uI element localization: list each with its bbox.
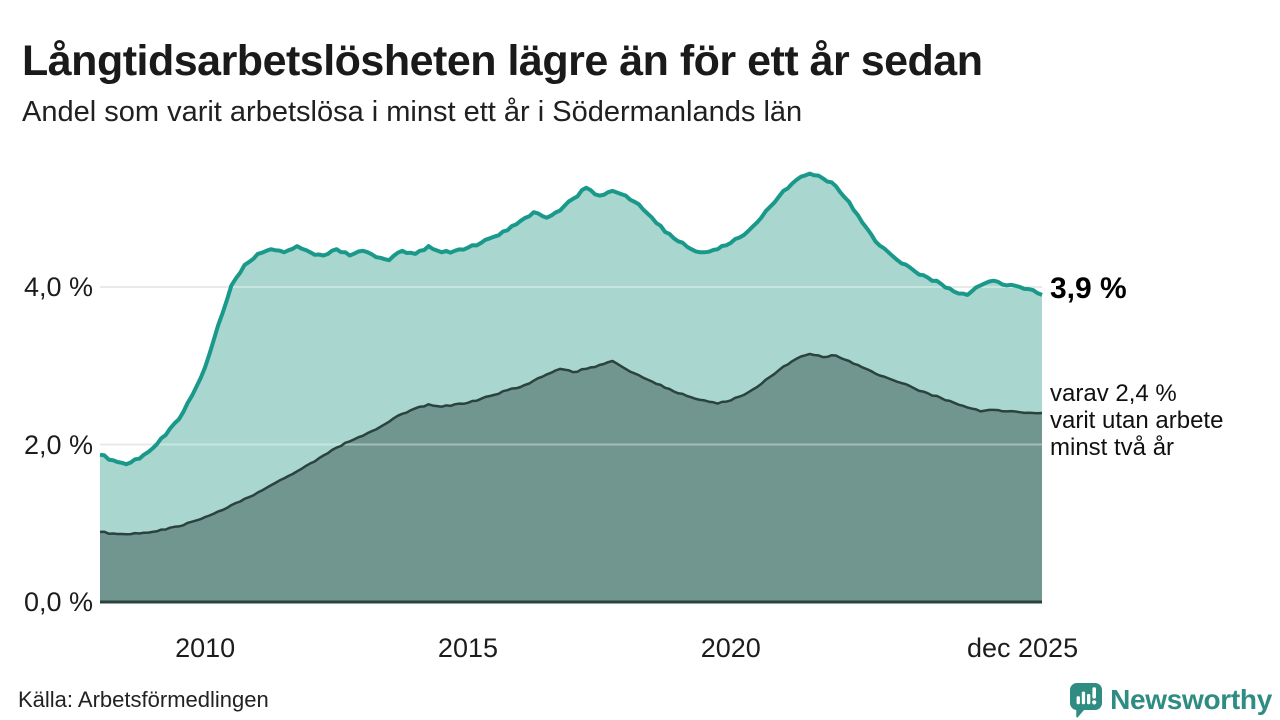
newsworthy-wordmark: Newsworthy [1110, 684, 1272, 715]
x-axis-label-dec-2025: dec 2025 [966, 633, 1079, 663]
source-credit: Källa: Arbetsförmedlingen [18, 687, 269, 712]
line-min-two-years [99, 352, 1043, 536]
x-axis-label-2010: 2010 [175, 633, 236, 663]
page-title: Långtidsarbetslösheten lägre än för ett … [22, 36, 983, 85]
newsworthy-bubble-chart-icon [1070, 683, 1103, 718]
y-axis-label-2: 2,0 % [23, 429, 93, 460]
area-min-two-years [100, 353, 1042, 602]
x-axis-label-2020: 2020 [700, 633, 761, 663]
secondary-annotation-line3: minst två år [1050, 434, 1175, 461]
y-axis-label-4: 4,0 % [23, 272, 93, 302]
newsworthy-logo: Newsworthy [1069, 682, 1272, 718]
chart-subtitle: Andel som varit arbetslösa i minst ett å… [22, 96, 803, 128]
secondary-annotation-line1: varav 2,4 % [1050, 380, 1177, 407]
secondary-series-annotation: varav 2,4 % varit utan arbete minst två … [1050, 380, 1223, 461]
secondary-annotation-line2: varit utan arbete [1050, 407, 1224, 434]
latest-value-label: 3,9 % [1050, 272, 1127, 305]
line-min-one-year [99, 171, 1043, 467]
x-axis-label-2015: 2015 [437, 633, 499, 663]
y-axis-label-0: 0,0 % [23, 587, 93, 617]
